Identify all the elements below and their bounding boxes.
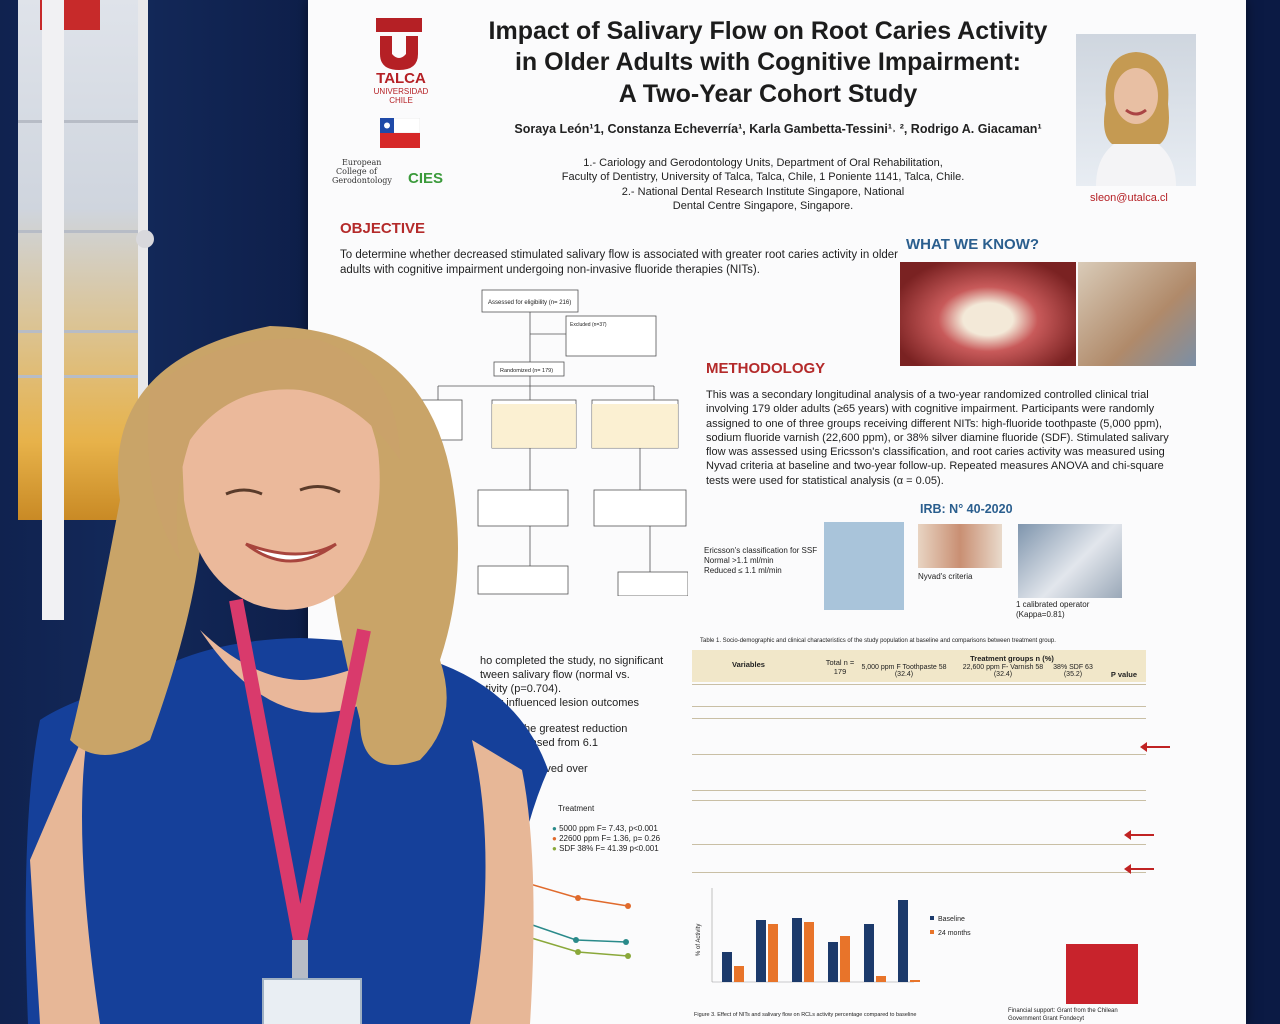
author-portrait	[1076, 34, 1196, 186]
what-we-know-heading: WHAT WE KNOW?	[906, 236, 1040, 253]
figure-caption: Figure 3. Effect of NITs and salivary fl…	[694, 1012, 917, 1018]
characteristics-table: Variables Total n = 179 Treatment groups…	[692, 650, 1146, 880]
name-badge	[262, 978, 362, 1024]
background-pole	[42, 0, 64, 620]
university-logo-icon	[376, 18, 422, 70]
methodology-text: This was a secondary longitudinal analys…	[706, 389, 1169, 487]
activity-bar-chart: % of Activity Baseline 24 months	[696, 888, 971, 983]
funding-agency-logo	[1066, 944, 1138, 1004]
poster-authors: Soraya León¹1, Constanza Echeverría¹, Ka…	[514, 122, 1042, 136]
legend-24-months: 24 months	[938, 930, 971, 937]
operator-label: 1 calibrated operator (Kappa=0.81)	[1016, 600, 1090, 619]
chile-flag-icon	[380, 118, 420, 148]
chart-ylabel: % of Activity	[696, 924, 702, 956]
university-sub: UNIVERSIDAD CHILE	[373, 87, 429, 105]
poster-affiliations: 1.- Cariology and Gerodontology Units, D…	[561, 157, 965, 212]
highlight-arrow	[1124, 864, 1154, 874]
teeth-photo	[900, 262, 1076, 366]
contact-email: sleon@utalca.cl	[1090, 192, 1168, 204]
funding-text: Financial support: Grant from the Chilea…	[1008, 1008, 1118, 1022]
dental-exam-photo	[1078, 262, 1196, 366]
saliva-tube-photo	[824, 522, 904, 610]
nyvad-teeth-photo	[918, 524, 1002, 568]
poster-title: Impact of Salivary Flow on Root Caries A…	[488, 17, 1048, 108]
presenter-person	[25, 326, 548, 1024]
flow-excluded: Excluded (n=37)	[570, 322, 607, 328]
cies-logo: CIES	[408, 170, 444, 187]
methodology-heading: METHODOLOGY	[706, 360, 826, 377]
flow-assessed: Assessed for eligibility (n= 216)	[488, 300, 571, 306]
university-name: TALCA	[376, 70, 426, 87]
ericsson-classification: Ericsson's classification for SSF Normal…	[704, 546, 818, 575]
irb-number: IRB: N° 40-2020	[920, 502, 1013, 516]
flow-randomized: Randomized (n= 179)	[500, 368, 553, 374]
highlight-arrow	[1124, 830, 1154, 840]
treatment-legend: Treatment ● 5000 ppm F= 7.43, p<0.001 ● …	[552, 804, 661, 853]
background-knob	[136, 230, 154, 248]
background-right-panel	[1240, 0, 1280, 1024]
consort-flowchart: Assessed for eligibility (n= 216) Exclud…	[418, 289, 688, 596]
highlight-arrow	[1140, 742, 1170, 752]
operator-photo	[1018, 524, 1122, 598]
table-caption: Table 1. Socio-demographic and clinical …	[700, 638, 1056, 644]
legend-baseline: Baseline	[938, 916, 965, 923]
objective-text: To determine whether decreased stimulate…	[340, 249, 899, 276]
nyvad-label: Nyvad's criteria	[918, 572, 973, 581]
college-logo: European College of Gerodontology	[332, 158, 392, 185]
objective-heading: OBJECTIVE	[340, 220, 426, 237]
